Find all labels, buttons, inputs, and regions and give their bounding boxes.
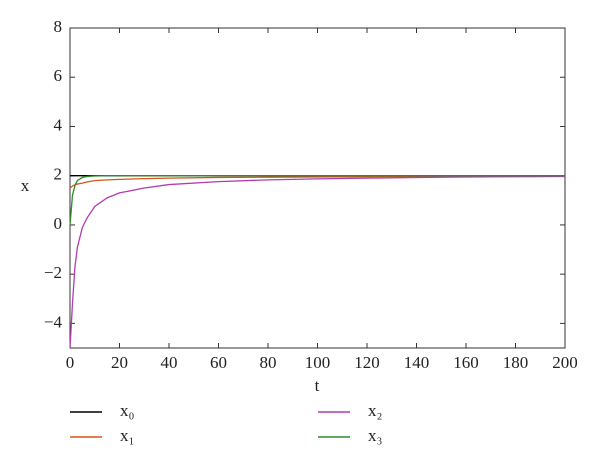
legend-label: x₃	[368, 426, 383, 445]
y-tick-label: 4	[54, 115, 63, 134]
legend-label: x₂	[368, 401, 382, 420]
series-line	[69, 175, 565, 225]
legend-label: x₀	[120, 401, 135, 420]
x-tick-label: 120	[354, 353, 380, 372]
y-tick-label: 6	[54, 66, 63, 85]
series-line	[69, 175, 565, 189]
legend-label: x₁	[120, 426, 134, 445]
x-tick-label: 160	[453, 353, 479, 372]
series-line	[69, 175, 566, 349]
y-tick-label: 8	[54, 17, 63, 36]
x-tick-label: 20	[111, 353, 128, 372]
y-tick-label: −2	[44, 263, 62, 282]
x-tick-label: 40	[161, 353, 178, 372]
y-tick-label: 2	[54, 165, 63, 184]
x-axis-label: t	[315, 376, 320, 395]
x-tick-label: 60	[210, 353, 227, 372]
x-tick-label: 100	[305, 353, 331, 372]
y-tick-label: −4	[44, 312, 63, 331]
x-tick-label: 180	[503, 353, 529, 372]
x-tick-label: 80	[260, 353, 277, 372]
x-tick-label: 200	[552, 353, 578, 372]
x-tick-label: 0	[66, 353, 75, 372]
y-tick-label: 0	[54, 214, 63, 233]
x-tick-label: 140	[404, 353, 430, 372]
y-axis-label: x	[21, 176, 30, 195]
